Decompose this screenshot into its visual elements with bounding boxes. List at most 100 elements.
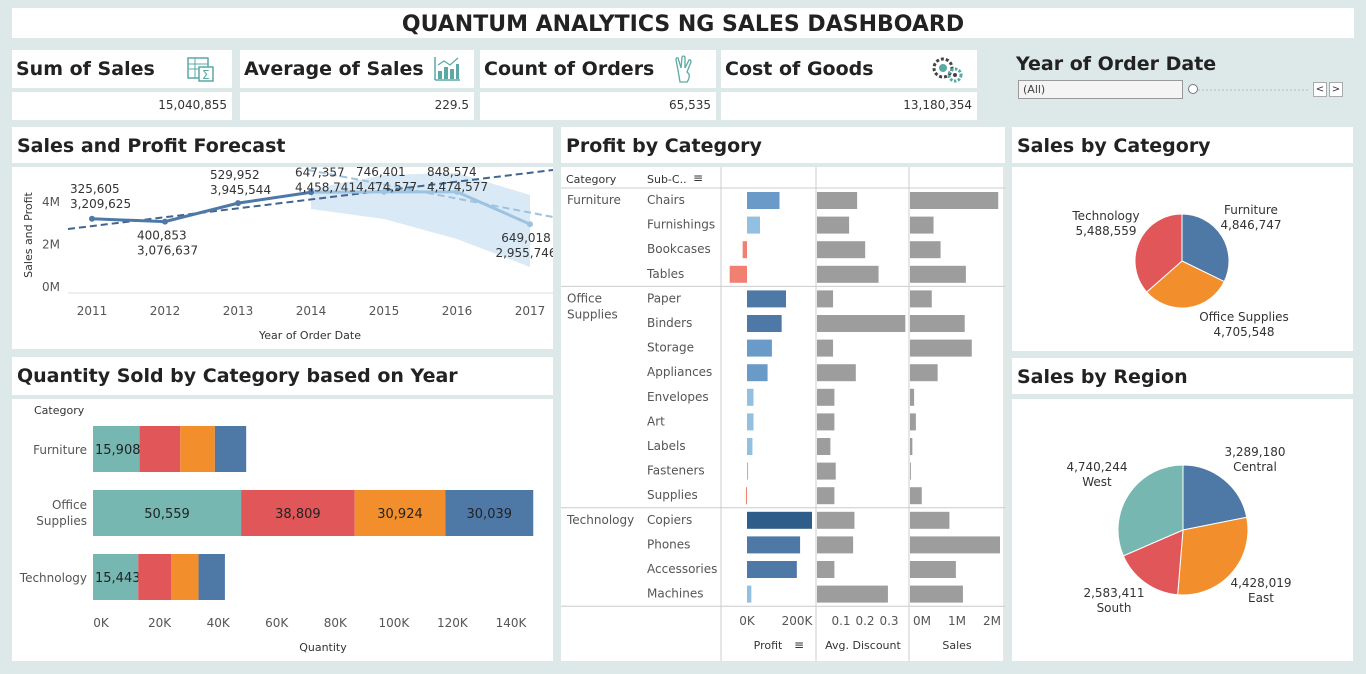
x-tick-label: 2014 — [296, 304, 327, 318]
discount-bar — [817, 388, 835, 406]
pie-slice — [1117, 464, 1184, 557]
kpi-count-of-orders: Count of Orders — [480, 50, 716, 88]
discount-axis-label: Avg. Discount — [825, 639, 901, 652]
subcategory-label: Storage — [647, 341, 694, 355]
y-axis-label: Sales and Profit — [22, 191, 35, 277]
profit-bar — [747, 192, 780, 209]
x-tick-label: 140K — [496, 616, 528, 630]
sales-series-line — [91, 190, 312, 224]
profit-data-label: 848,574 — [427, 167, 477, 179]
subcategory-label: Appliances — [647, 365, 712, 379]
subcategory-label: Binders — [647, 316, 692, 330]
x-tick-label: 2012 — [150, 304, 181, 318]
sales-tick-label: 1M — [948, 614, 966, 628]
discount-bar — [817, 585, 888, 603]
bar-segment — [171, 554, 199, 600]
profit-bar — [747, 290, 786, 308]
discount-bar — [817, 462, 836, 480]
forecast-title: Sales and Profit Forecast — [17, 135, 286, 157]
quantity-title-panel: Quantity Sold by Category based on Year — [12, 357, 553, 395]
data-point — [235, 200, 241, 207]
category-label: Supplies — [36, 514, 87, 528]
sales-category-title: Sales by Category — [1017, 135, 1211, 157]
slider-handle[interactable] — [1188, 84, 1198, 94]
forecast-line-chart: 0M 2M 4M Sales and Profit 2011 2012 2013 2014 20… — [22, 165, 557, 342]
discount-bar — [817, 241, 866, 259]
profit-data-label: 649,018 — [501, 231, 551, 245]
sales-bar — [910, 216, 934, 234]
category-label: Furniture — [567, 193, 621, 207]
sales-bar — [910, 487, 922, 505]
x-tick-label: 60K — [265, 616, 289, 630]
segment-label: 30,924 — [377, 507, 423, 522]
sales-region-title-panel: Sales by Region — [1012, 358, 1353, 394]
discount-tick-label: 0.2 — [855, 614, 874, 628]
slice-label: Technology — [1071, 209, 1139, 223]
slice-label: Furniture — [1224, 203, 1278, 217]
quantity-chart-panel: Category Furniture 15,908 Office Supplies 50,… — [12, 399, 553, 661]
forecast-chart-panel: 0M 2M 4M Sales and Profit 2011 2012 2013 2014 20… — [12, 165, 557, 349]
discount-bar — [817, 364, 856, 382]
sales-bar — [910, 290, 932, 308]
profit-bar — [747, 462, 749, 480]
forecast-trend-line — [307, 169, 554, 218]
profit-axis-label: Profit — [754, 639, 783, 652]
category-header: Category — [566, 173, 617, 186]
data-point — [381, 188, 387, 195]
x-tick-label: 40K — [207, 616, 231, 630]
kpi-value: 13,180,354 — [903, 98, 972, 112]
x-tick-label: 2016 — [442, 304, 473, 318]
year-slider[interactable] — [1186, 82, 1310, 98]
sort-icon: ≡ — [693, 171, 703, 185]
slice-value: 4,740,244 — [1066, 460, 1127, 474]
discount-bar — [817, 536, 854, 554]
year-filter-dropdown[interactable]: (All) — [1018, 80, 1183, 99]
spreadsheet-sum-icon: Σ — [187, 57, 214, 82]
profit-title: Profit by Category — [566, 135, 762, 157]
prev-year-button[interactable]: < — [1313, 82, 1327, 97]
bar-segment — [445, 490, 534, 536]
profit-data-label: 529,952 — [210, 168, 260, 182]
subcategory-label: Furnishings — [647, 218, 715, 232]
subcategory-label: Fasteners — [647, 464, 705, 478]
x-axis-label: Quantity — [299, 641, 347, 654]
data-point — [308, 189, 314, 196]
profit-data-label: 400,853 — [137, 229, 187, 243]
subcategory-label: Bookcases — [647, 242, 711, 256]
subcategory-label: Labels — [647, 439, 686, 453]
x-tick-label: 100K — [378, 616, 410, 630]
filter-title: Year of Order Date — [1016, 53, 1217, 75]
profit-bar — [729, 265, 747, 283]
profit-bar — [747, 511, 812, 529]
category-label: Supplies — [567, 307, 618, 321]
segment-label: 30,039 — [467, 507, 513, 522]
profit-bar — [747, 339, 772, 357]
subcategory-label: Chairs — [647, 193, 685, 207]
quantity-stacked-bar-chart: Category Furniture 15,908 Office Supplies 50,… — [19, 404, 534, 654]
profit-data-label: 325,605 — [70, 182, 120, 196]
bar-segment — [241, 490, 355, 536]
sales-bar — [910, 364, 938, 382]
profit-bar — [747, 216, 760, 234]
subcategory-label: Copiers — [647, 513, 692, 527]
sales-category-panel: Furniture 4,846,747 Office Supplies 4,705,5… — [1012, 167, 1353, 351]
bar-segment — [354, 490, 446, 536]
profit-bar — [747, 438, 753, 455]
gears-icon — [932, 57, 963, 83]
profit-tick-label: 0K — [739, 614, 756, 628]
subcategory-header: Sub-C.. — [647, 173, 687, 186]
kpi-value: 65,535 — [669, 98, 711, 112]
kpi-label: Count of Orders — [484, 58, 655, 80]
subcategory-label: Accessories — [647, 562, 717, 576]
bar-chart-icon — [434, 57, 460, 81]
pie-slice — [1182, 464, 1248, 531]
x-tick-label: 0K — [93, 616, 110, 630]
discount-bar — [817, 339, 834, 357]
subcategory-label: Paper — [647, 291, 681, 305]
discount-bar — [817, 216, 850, 234]
sales-bar — [910, 192, 999, 209]
next-year-button[interactable]: > — [1329, 82, 1343, 97]
forecast-band — [311, 173, 530, 267]
sales-bar — [910, 265, 966, 283]
